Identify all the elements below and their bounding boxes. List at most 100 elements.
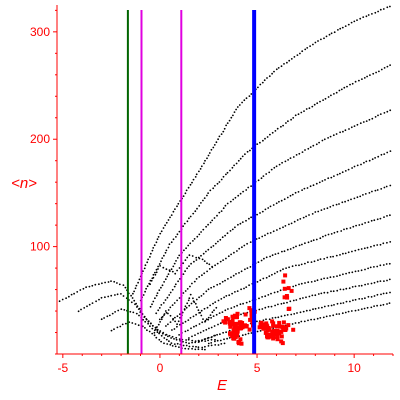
highlight-point [233, 321, 237, 326]
data-point [290, 313, 293, 316]
data-point [246, 267, 249, 269]
data-point [207, 154, 210, 157]
data-point [207, 342, 210, 345]
data-point [210, 286, 213, 289]
data-point [342, 252, 344, 255]
data-point [358, 224, 361, 226]
data-point [307, 261, 309, 264]
data-point [133, 299, 136, 302]
data-point [304, 282, 306, 284]
data-point [193, 260, 195, 263]
data-point [288, 266, 290, 269]
data-point [219, 238, 222, 241]
data-point [203, 260, 206, 262]
data-point [292, 117, 295, 119]
highlight-point [281, 320, 286, 325]
data-point [258, 308, 261, 311]
data-point [276, 229, 278, 231]
data-point [278, 200, 280, 203]
data-point [192, 178, 195, 181]
data-point [227, 278, 229, 280]
highlight-point [289, 288, 294, 293]
data-point [213, 309, 215, 312]
highlight-point [282, 295, 287, 300]
data-point [223, 127, 226, 130]
data-point [348, 128, 350, 130]
data-point [383, 280, 385, 282]
highlight-point [243, 312, 248, 317]
data-point [317, 259, 319, 261]
data-point [200, 165, 203, 168]
data-point [169, 343, 172, 346]
data-point [162, 227, 165, 229]
data-point [311, 105, 314, 108]
data-point [324, 97, 327, 100]
data-point [210, 344, 213, 347]
data-point [206, 270, 209, 273]
data-point [193, 280, 196, 283]
data-point [192, 315, 195, 318]
data-point [182, 195, 185, 198]
data-point [116, 326, 119, 329]
data-point [123, 309, 126, 311]
data-point [259, 279, 262, 282]
data-point [366, 306, 369, 309]
data-point [214, 340, 216, 343]
data-point [289, 248, 292, 250]
data-point [182, 273, 185, 275]
data-point [269, 255, 271, 258]
data-point [190, 327, 192, 330]
data-point [231, 228, 234, 231]
data-point [187, 338, 190, 341]
data-point [294, 114, 297, 117]
data-point [226, 202, 229, 205]
data-point [171, 329, 173, 331]
data-point [315, 143, 318, 146]
data-point [308, 107, 311, 110]
data-point [261, 296, 263, 298]
data-point [386, 110, 389, 113]
highlight-point [236, 340, 241, 345]
data-point [196, 207, 198, 210]
data-point [353, 197, 356, 200]
highlight-point [276, 329, 281, 334]
data-point [191, 347, 194, 350]
data-point [198, 276, 201, 278]
data-point [149, 325, 151, 328]
data-point [228, 294, 231, 297]
data-point [104, 296, 106, 299]
data-point [326, 277, 329, 279]
data-point [213, 144, 216, 146]
data-point [389, 184, 392, 187]
data-point [303, 110, 305, 112]
data-point [385, 292, 388, 295]
data-point [281, 250, 283, 253]
data-point [282, 124, 284, 127]
data-point [275, 202, 278, 205]
data-point [110, 329, 113, 332]
data-point [275, 165, 278, 168]
data-point [170, 241, 173, 244]
data-point [347, 199, 350, 202]
data-point [330, 233, 333, 235]
data-point [260, 177, 263, 180]
data-point [234, 196, 237, 199]
data-point [320, 278, 323, 281]
data-point [230, 116, 233, 119]
data-point [323, 208, 326, 210]
data-point [349, 300, 351, 303]
highlight-point [232, 329, 237, 334]
data-point [339, 254, 341, 256]
data-point [250, 185, 253, 188]
data-point [280, 315, 283, 318]
data-point [241, 334, 244, 337]
data-point [342, 302, 345, 304]
data-point [266, 77, 268, 79]
data-point [202, 199, 204, 202]
data-point [299, 297, 301, 300]
data-point [157, 323, 160, 326]
data-point [219, 333, 221, 336]
data-point [333, 31, 336, 34]
data-point [299, 218, 302, 220]
highlight-point [230, 322, 235, 327]
